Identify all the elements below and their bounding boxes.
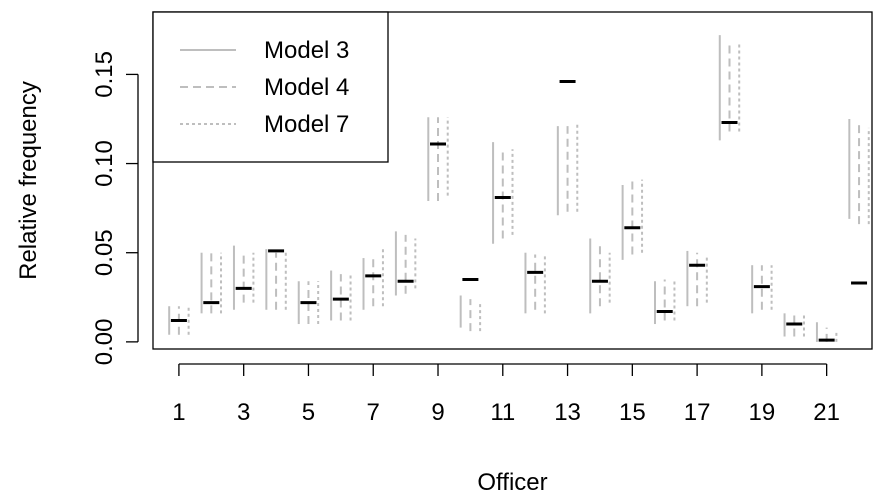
x-tick-label: 15	[619, 399, 646, 426]
legend-label-model-7: Model 7	[264, 111, 349, 138]
y-axis-title: Relative frequency	[15, 81, 42, 280]
legend-label-model-3: Model 3	[264, 37, 349, 64]
y-tick-label: 0.00	[91, 319, 118, 366]
axes-layer: 1 3 5 7 9 11 13 15 17 19 210.000.050.100.15	[91, 11, 873, 426]
legend-label-model-4: Model 4	[264, 74, 349, 101]
x-tick-label: 13	[554, 399, 581, 426]
x-tick-label: 3	[237, 399, 250, 426]
y-tick-label: 0.05	[91, 229, 118, 276]
legend-box	[152, 11, 389, 163]
intervals-layer	[168, 35, 870, 342]
x-tick-label: 21	[813, 399, 840, 426]
x-tick-label: 17	[684, 399, 711, 426]
x-tick-label: 9	[431, 399, 444, 426]
plot-frame	[152, 11, 873, 350]
x-tick-label: 19	[749, 399, 776, 426]
x-tick-label: 7	[367, 399, 380, 426]
y-tick-label: 0.15	[91, 51, 118, 98]
y-tick-label: 0.10	[91, 140, 118, 187]
x-tick-label: 1	[172, 399, 185, 426]
observed-layer	[170, 80, 868, 342]
x-tick-label: 5	[302, 399, 315, 426]
x-tick-label: 11	[490, 399, 515, 426]
x-axis-title: Officer	[477, 469, 547, 495]
legend: Model 3 Model 4 Model 7	[152, 11, 389, 163]
